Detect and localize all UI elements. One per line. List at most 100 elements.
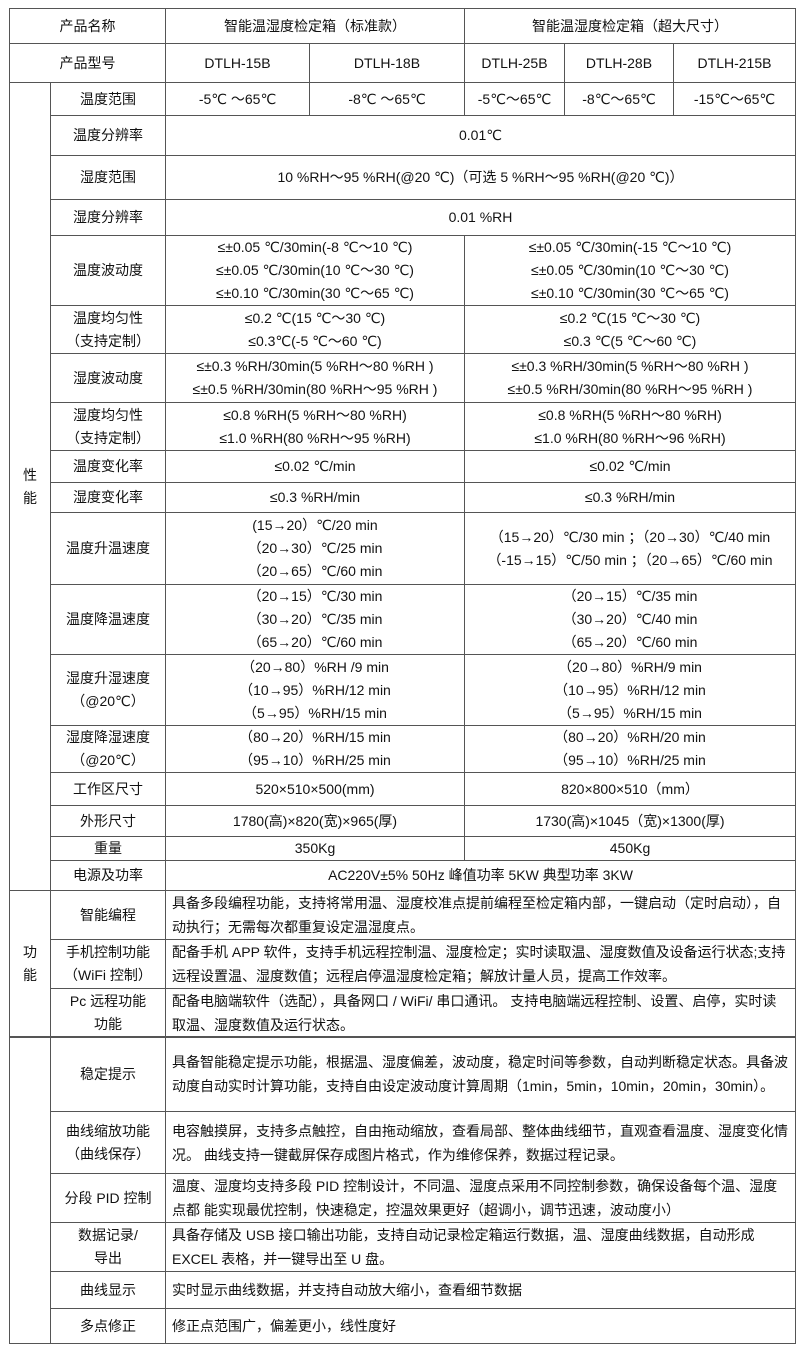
row-label: 温度均匀性 （支持定制）: [50, 305, 166, 354]
row-humidity-uniformity: 湿度均匀性 （支持定制） ≤0.8 %RH(5 %RH～80 %RH) ≤1.0 %…: [10, 402, 796, 451]
feature-table: 稳定提示 具备智能稳定提示功能，根据温、湿度偏差，波动度，稳定时间等参数，自动判…: [9, 1036, 796, 1344]
row-humidity-change-rate: 湿度变化率 ≤0.3 %RH/min ≤0.3 %RH/min: [10, 482, 796, 513]
row-feature: 稳定提示 具备智能稳定提示功能，根据温、湿度偏差，波动度，稳定时间等参数，自动判…: [9, 1036, 796, 1344]
row-humidity-fluctuation: 湿度波动度 ≤±0.3 %RH/30min(5 %RH～80 %RH ) ≤±0.…: [10, 353, 796, 403]
cell-large: ≤0.2 ℃(15 ℃～30 ℃) ≤0.3 ℃(5 ℃～60 ℃): [464, 305, 796, 354]
row-temp-resolution: 温度分辨率 0.01℃: [10, 115, 796, 156]
row-dehumidify-speed: 湿度降湿速度 （@20℃） （80→20）%RH/15 min （95→10）%RH…: [10, 725, 796, 773]
model: DTLH-215B: [673, 43, 796, 83]
row-label: Pc 远程功能 功能: [50, 988, 166, 1038]
cell: -5℃ ～65℃: [165, 82, 310, 116]
row-label: 智能编程: [50, 890, 166, 940]
row-label: 温度波动度: [50, 235, 166, 306]
row-temp-change-rate: 温度变化率 ≤0.02 ℃/min ≤0.02 ℃/min: [10, 450, 796, 483]
model: DTLH-18B: [309, 43, 465, 83]
model-label: 产品型号: [9, 43, 166, 83]
cell-large: ≤±0.05 ℃/30min(-15 ℃～10 ℃) ≤±0.05 ℃/30min…: [464, 235, 796, 306]
model-row: 产品型号 DTLH-15B DTLH-18B DTLH-25B DTLH-28B…: [9, 43, 796, 83]
cell-large: 1730(高)×1045（宽)×1300(厚): [464, 805, 796, 837]
cell-standard: （20→15）℃/30 min （30→20）℃/35 min （65→20）℃/6…: [165, 584, 465, 655]
row-feature: 数据记录/导出 具备存储及 USB 接口输出功能，支持自动记录检定箱运行数据，温…: [10, 1222, 796, 1272]
row-label: 外形尺寸: [50, 805, 166, 837]
row-label: 湿度降湿速度 （@20℃）: [50, 725, 166, 773]
cell: AC220V±5% 50Hz 峰值功率 5KW 典型功率 3KW: [165, 860, 796, 891]
cell-text: 具备多段编程功能，支持将常用温、湿度校准点提前编程至检定箱内部，一键启动（定时启…: [165, 890, 796, 940]
row-label: 湿度均匀性 （支持定制）: [50, 402, 166, 451]
model: DTLH-15B: [165, 43, 310, 83]
cell-standard: (15→20）℃/20 min （20→30）℃/25 min （20→65）℃/6…: [165, 512, 465, 585]
group-standard: 智能温湿度检定箱（标准款）: [165, 8, 465, 44]
row-feature: 曲线显示 实时显示曲线数据，并支持自动放大缩小，查看细节数据: [10, 1271, 796, 1309]
cell-large: （20→15）℃/35 min （30→20）℃/40 min （65→20）℃/6…: [464, 584, 796, 655]
row-work-area: 工作区尺寸 520×510×500(mm) 820×800×510（mm）: [10, 772, 796, 806]
cell: 0.01 %RH: [165, 199, 796, 236]
row-feature: 多点修正 修正点范围广，偏差更小，线性度好: [10, 1308, 796, 1344]
row-temp-range: 性能 温度范围 -5℃ ～65℃ -8℃ ～65℃ -5℃～65℃ -8℃～65…: [9, 82, 796, 891]
cell-large: ≤±0.3 %RH/30min(5 %RH～80 %RH ) ≤±0.5 %RH/…: [464, 353, 796, 403]
cell: 10 %RH～95 %RH(@20 ℃)（可选 5 %RH～95 %RH(@20…: [165, 155, 796, 200]
cell-large: ≤0.8 %RH(5 %RH～80 %RH) ≤1.0 %RH(80 %RH～96…: [464, 402, 796, 451]
row-label: 曲线缩放功能 （曲线保存）: [50, 1111, 166, 1174]
cell-standard: 350Kg: [165, 836, 465, 861]
cell-standard: （80→20）%RH/15 min （95→10）%RH/25 min: [165, 725, 465, 773]
cell-large: （20→80）%RH/9 min （10→95）%RH/12 min （5→95）%…: [464, 654, 796, 726]
cell-text: 具备智能稳定提示功能，根据温、湿度偏差，波动度，稳定时间等参数，自动判断稳定状态…: [165, 1036, 796, 1112]
cell-standard: ≤0.02 ℃/min: [165, 450, 465, 483]
row-humidity-range: 湿度范围 10 %RH～95 %RH(@20 ℃)（可选 5 %RH～95 %R…: [10, 155, 796, 200]
cell-standard: ≤0.3 %RH/min: [165, 482, 465, 513]
row-heating-speed: 温度升温速度 (15→20）℃/20 min （20→30）℃/25 min （20…: [10, 512, 796, 585]
row-function: 功能 智能编程 具备多段编程功能，支持将常用温、湿度校准点提前编程至检定箱内部，…: [9, 890, 796, 1038]
cell: 0.01℃: [165, 115, 796, 156]
model: DTLH-25B: [464, 43, 565, 83]
row-label: 数据记录/导出: [50, 1222, 166, 1272]
row-label: 手机控制功能 （WiFi 控制）: [50, 939, 166, 989]
model: DTLH-28B: [564, 43, 674, 83]
row-feature: 分段 PID 控制 温度、湿度均支持多段 PID 控制设计，不同温、湿度点采用不…: [10, 1173, 796, 1223]
row-feature: 曲线缩放功能 （曲线保存） 电容触摸屏，支持多点触控，自由拖动缩放，查看局部、整体…: [10, 1111, 796, 1174]
row-label: 重量: [50, 836, 166, 861]
empty-section-cell: [9, 1036, 51, 1344]
cell-standard: ≤±0.05 ℃/30min(-8 ℃～10 ℃) ≤±0.05 ℃/30min(…: [165, 235, 465, 306]
cell-large: ≤0.02 ℃/min: [464, 450, 796, 483]
cell: -5℃～65℃: [464, 82, 565, 116]
cell-text: 实时显示曲线数据，并支持自动放大缩小，查看细节数据: [165, 1271, 796, 1309]
cell-large: （80→20）%RH/20 min （95→10）%RH/25 min: [464, 725, 796, 773]
cell-large: 450Kg: [464, 836, 796, 861]
row-label: 湿度分辨率: [50, 199, 166, 236]
cell: -15℃～65℃: [673, 82, 796, 116]
cell-text: 配备手机 APP 软件，支持手机远程控制温、湿度检定；实时读取温、湿度数值及设备…: [165, 939, 796, 989]
performance-section-label: 性能: [9, 82, 51, 891]
row-label: 温度变化率: [50, 450, 166, 483]
row-label: 工作区尺寸: [50, 772, 166, 806]
row-function: 手机控制功能 （WiFi 控制） 配备手机 APP 软件，支持手机远程控制温、湿度…: [10, 939, 796, 989]
cell: -8℃～65℃: [564, 82, 674, 116]
cell-large: （15→20）℃/30 min ；（20→30）℃/40 min （-15→15）…: [464, 512, 796, 585]
row-label: 湿度波动度: [50, 353, 166, 403]
cell-standard: ≤0.2 ℃(15 ℃～30 ℃) ≤0.3℃(-5 ℃～60 ℃): [165, 305, 465, 354]
row-label: 温度降温速度: [50, 584, 166, 655]
row-label: 稳定提示: [50, 1036, 166, 1112]
cell-text: 温度、湿度均支持多段 PID 控制设计，不同温、湿度点采用不同控制参数，确保设备…: [165, 1173, 796, 1223]
cell-large: 820×800×510（mm）: [464, 772, 796, 806]
header-row: 产品名称 智能温湿度检定箱（标准款） 智能温湿度检定箱（超大尺寸）: [9, 8, 796, 44]
spec-table: 产品名称 智能温湿度检定箱（标准款） 智能温湿度检定箱（超大尺寸） 产品型号 D…: [9, 8, 796, 1038]
row-label: 分段 PID 控制: [50, 1173, 166, 1223]
row-label: 温度分辨率: [50, 115, 166, 156]
product-name-label: 产品名称: [9, 8, 166, 44]
cell-standard: 520×510×500(mm): [165, 772, 465, 806]
row-outer-size: 外形尺寸 1780(高)×820(宽)×965(厚) 1730(高)×1045（…: [10, 805, 796, 837]
row-label: 曲线显示: [50, 1271, 166, 1309]
cell-text: 电容触摸屏，支持多点触控，自由拖动缩放，查看局部、整体曲线细节，直观查看温度、湿…: [165, 1111, 796, 1174]
cell-text: 配备电脑端软件（选配），具备网口 / WiFi/ 串口通讯。 支持电脑端远程控制…: [165, 988, 796, 1038]
row-cooling-speed: 温度降温速度 （20→15）℃/30 min （30→20）℃/35 min （65…: [10, 584, 796, 655]
row-label: 温度范围: [50, 82, 166, 116]
row-label: 湿度范围: [50, 155, 166, 200]
cell-large: ≤0.3 %RH/min: [464, 482, 796, 513]
row-label: 多点修正: [50, 1308, 166, 1344]
row-power: 电源及功率 AC220V±5% 50Hz 峰值功率 5KW 典型功率 3KW: [10, 860, 796, 891]
row-function: Pc 远程功能 功能 配备电脑端软件（选配），具备网口 / WiFi/ 串口通讯。…: [10, 988, 796, 1038]
cell: -8℃ ～65℃: [309, 82, 465, 116]
row-label: 湿度变化率: [50, 482, 166, 513]
row-temp-uniformity: 温度均匀性 （支持定制） ≤0.2 ℃(15 ℃～30 ℃) ≤0.3℃(-5 ℃～…: [10, 305, 796, 354]
row-label: 温度升温速度: [50, 512, 166, 585]
